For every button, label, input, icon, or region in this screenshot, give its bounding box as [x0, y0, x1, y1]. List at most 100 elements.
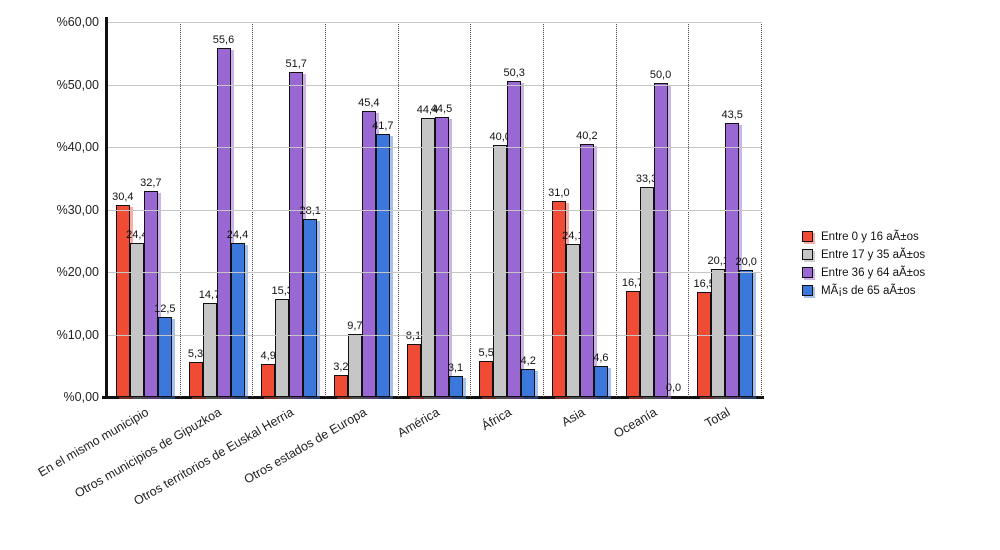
bar: 24,1 [562, 230, 584, 397]
bar-value-label: 45,4 [358, 97, 380, 110]
bars-row: 31,0 24,1 40,2 4,6 [548, 130, 609, 397]
bar: 40,0 [489, 131, 511, 397]
y-tick-label: %30,00 [56, 202, 99, 217]
bar: 41,7 [372, 120, 394, 397]
bar-value-label: 41,7 [372, 120, 394, 133]
x-category-label: Asia [558, 405, 587, 430]
legend-label: Entre 0 y 16 aÃ±os [821, 230, 919, 243]
y-tick-label: %50,00 [56, 77, 99, 92]
bar-value-label: 33,3 [635, 172, 658, 185]
bars-row: 5,3 14,7 55,6 24,4 [188, 34, 248, 397]
bar-value-label: 15,3 [271, 285, 293, 298]
legend-swatch-icon [802, 231, 813, 242]
gridline-60 [108, 22, 762, 23]
y-tick-label: %40,00 [56, 140, 99, 154]
bar-group: 3,2 9,7 45,4 41,7 Otros estados de Europa [241, 22, 399, 487]
bar-value-label: 12,5 [154, 302, 176, 315]
bar: 51,7 [285, 58, 307, 397]
bar: 44,4 [417, 104, 438, 397]
legend-item: Entre 36 y 64 aÃ±os [802, 265, 925, 280]
bar-value-label: 9,7 [347, 320, 363, 333]
bar: 14,7 [199, 289, 220, 397]
bar: 33,3 [636, 173, 657, 397]
y-tick-label: %60,00 [56, 15, 99, 29]
bar-value-label: 44,4 [416, 103, 439, 116]
bar: 3,2 [333, 361, 348, 397]
gridline-20 [108, 272, 762, 273]
bar-value-label: 4,2 [520, 354, 536, 367]
bar: 4,9 [261, 350, 276, 397]
bar-value-label: 5,3 [187, 347, 204, 360]
bar: 4,6 [593, 352, 609, 397]
bar-value-label: 51,7 [285, 57, 307, 70]
bar-value-label: 20,1 [707, 255, 729, 268]
bar-value-label: 30,4 [112, 191, 134, 203]
legend-swatch-icon [802, 267, 813, 278]
bar: 24,4 [126, 229, 148, 397]
bar-value-label: 24,4 [226, 228, 249, 241]
bar-group: 30,4 24,4 32,7 12,5 En el mismo municipio [36, 22, 181, 480]
x-category-label: América [394, 405, 442, 441]
bar-value-label: 32,7 [140, 176, 162, 189]
bar-value-label: 4,9 [260, 350, 276, 363]
legend-item: Entre 0 y 16 aÃ±os [802, 229, 925, 244]
bar: 55,6 [213, 34, 234, 397]
bar-value-label: 43,5 [721, 109, 743, 122]
plot-area: 30,4 24,4 32,7 12,5 En el mismo municipio 5,3… [36, 15, 764, 508]
bar-value-label: 50,0 [649, 68, 672, 81]
x-axis-line [102, 396, 764, 399]
bars-row: 4,9 15,3 51,7 28,1 [261, 58, 321, 397]
bar-value-label: 40,0 [489, 131, 511, 143]
y-axis-line [105, 17, 108, 398]
x-category-label: Otros estados de Europa [241, 405, 369, 487]
bar: 15,3 [271, 285, 293, 397]
x-category-label: África [479, 405, 515, 434]
bar: 3,1 [448, 362, 463, 397]
gridline-50 [108, 84, 762, 86]
gridline-10 [108, 334, 762, 336]
bar: 50,3 [503, 67, 525, 397]
bar: 32,7 [140, 177, 162, 397]
bar: 20,0 [735, 256, 757, 397]
bars-row: 30,4 24,4 32,7 12,5 [112, 177, 176, 397]
bar: 45,4 [358, 97, 380, 397]
x-category-label: Oceanía [611, 405, 660, 441]
bars-row: 5,5 40,0 50,3 4,2 [479, 67, 536, 397]
legend-swatch-icon [802, 285, 813, 296]
x-category-label: Total [702, 405, 733, 431]
bar-group: 31,0 24,1 40,2 4,6 Asia [544, 22, 617, 429]
bar: 44,5 [431, 103, 452, 397]
bar-group: 5,5 40,0 50,3 4,2 África [471, 22, 545, 433]
bar: 24,4 [227, 229, 248, 397]
bar-value-label: 3,2 [333, 361, 349, 373]
bar-value-label: 4,6 [593, 352, 609, 365]
bar: 16,5 [693, 278, 715, 397]
bars-row: 16,5 20,1 43,5 20,0 [693, 109, 757, 397]
bar-value-label: 40,2 [576, 129, 598, 142]
legend-label: Entre 36 y 64 aÃ±os [821, 266, 926, 279]
bar: 20,1 [707, 255, 729, 397]
legend-item: MÃ¡s de 65 aÃ±os [802, 283, 925, 298]
bar: 12,5 [154, 303, 176, 397]
bar-value-label: 24,4 [126, 228, 148, 241]
bar-value-label: 50,3 [503, 66, 525, 79]
legend-item: Entre 17 y 35 aÃ±os [802, 247, 925, 262]
bar: 5,5 [479, 347, 494, 397]
y-tick-label: %10,00 [56, 327, 99, 342]
bar-value-label: 0,0 [665, 382, 682, 394]
bar: 43,5 [721, 109, 743, 397]
legend-label: MÃ¡s de 65 aÃ±os [821, 284, 916, 297]
bar-group: 5,3 14,7 55,6 24,4 Otros municipios de Gipuz… [72, 22, 254, 500]
bar-value-label: 5,5 [478, 346, 494, 359]
bar: 9,7 [347, 320, 362, 397]
y-tick-label: %20,00 [56, 265, 99, 279]
bar-value-label: 24,1 [562, 230, 584, 243]
bar: 4,2 [521, 355, 536, 397]
bar: 16,7 [622, 277, 643, 397]
bar: 28,1 [299, 205, 321, 397]
bars-row: 3,2 9,7 45,4 41,7 [333, 97, 394, 397]
bar-value-label: 31,0 [548, 187, 570, 200]
bar: 5,3 [188, 348, 203, 397]
bar-value-label: 28,1 [299, 205, 321, 218]
